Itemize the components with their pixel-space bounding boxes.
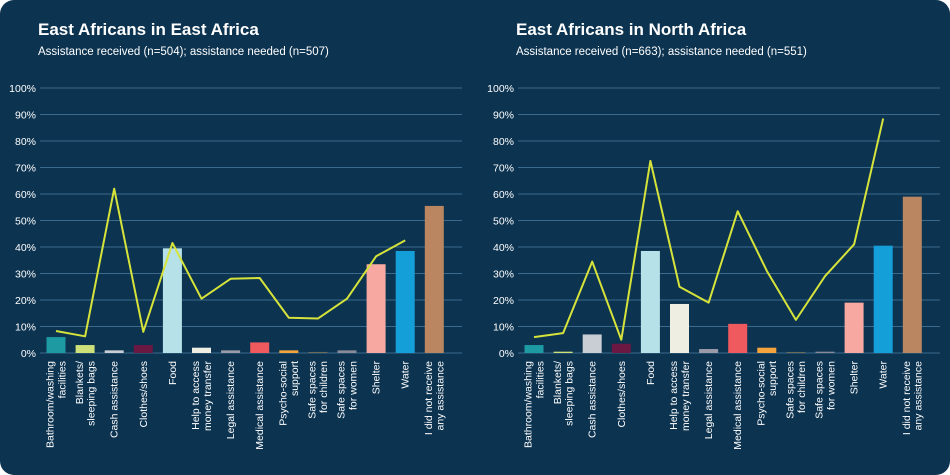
bar-received xyxy=(553,351,573,353)
bar-received xyxy=(670,303,689,353)
x-tick-label: Blankets/sleeping bags xyxy=(74,361,98,426)
x-tick-label: Safe spacesfor women xyxy=(814,361,838,419)
bar-received xyxy=(424,205,444,353)
x-tick-label: Shelter xyxy=(849,361,861,395)
y-tick-label: 30% xyxy=(493,269,514,281)
x-tick-label: Medical assistance xyxy=(254,361,266,450)
bar-received xyxy=(844,302,864,353)
x-tick-label: Legal assistance xyxy=(225,361,237,439)
x-tick-label: Clothes/shoes xyxy=(616,361,628,428)
bar-received xyxy=(46,337,66,353)
bar-received xyxy=(395,250,415,353)
x-tick-label: Medical assistance xyxy=(732,361,744,450)
bar-received xyxy=(250,342,270,353)
y-tick-label: 80% xyxy=(493,136,514,148)
x-tick-label: Clothes/shoes xyxy=(138,361,150,428)
y-tick-label: 90% xyxy=(15,110,36,122)
chart-title: East Africans in East Africa xyxy=(38,20,259,39)
bar-received xyxy=(308,351,328,353)
y-tick-label: 70% xyxy=(493,163,514,175)
bar-received xyxy=(699,349,719,353)
y-tick-label: 40% xyxy=(493,242,514,254)
y-tick-label: 10% xyxy=(15,322,36,334)
chart-title: East Africans in North Africa xyxy=(516,20,747,39)
y-tick-label: 20% xyxy=(15,295,36,307)
x-tick-label: Bathroom/washingfacilities xyxy=(45,361,69,448)
chart-panel-north-africa: East Africans in North Africa Assistance… xyxy=(478,0,950,475)
x-tick-label: Food xyxy=(167,361,179,385)
y-tick-label: 100% xyxy=(9,83,36,95)
y-tick-label: 20% xyxy=(493,295,514,307)
x-tick-label: Help to accessmoney transfer xyxy=(190,360,214,431)
bar-received xyxy=(104,350,124,353)
bar-received xyxy=(192,347,211,353)
y-tick-label: 30% xyxy=(15,269,36,281)
chart-plot: 0% 10% 20% 30% 40% 50% 60% 70% 80% 90% 100% Bathroo… xyxy=(9,83,462,450)
x-tick-label: Blankets/sleeping bags xyxy=(552,361,576,426)
y-tick-label: 60% xyxy=(15,189,36,201)
bar-received xyxy=(337,350,357,353)
chart-panel-east-africa: East Africans in East Africa Assistance … xyxy=(9,20,462,450)
x-tick-label: I did not receiveany assistance xyxy=(423,361,447,435)
y-tick-label: 50% xyxy=(15,216,36,228)
y-tick-label: 70% xyxy=(15,163,36,175)
bar-received xyxy=(611,343,631,353)
x-tick-label: I did not receiveany assistance xyxy=(901,361,925,435)
x-tick-label: Bathroom/washingfacilities xyxy=(523,361,547,448)
x-tick-label: Cash assistance xyxy=(587,361,599,438)
y-tick-label: 50% xyxy=(493,216,514,228)
bar-received xyxy=(873,245,893,353)
bar-received xyxy=(815,351,835,353)
chart-subtitle: Assistance received (n=504); assistance … xyxy=(38,46,329,58)
bar-received xyxy=(757,347,777,353)
bar-received xyxy=(279,350,299,353)
y-tick-label: 80% xyxy=(15,136,36,148)
line-needed xyxy=(533,118,885,341)
x-tick-label: Safe spacesfor children xyxy=(307,361,331,419)
x-tick-label: Cash assistance xyxy=(109,361,121,438)
bar-received xyxy=(75,345,95,353)
y-tick-label: 40% xyxy=(15,242,36,254)
bar-received xyxy=(162,248,182,353)
bar-received xyxy=(366,264,386,353)
bar-received xyxy=(728,323,748,353)
x-tick-label: Psycho-socialsupport xyxy=(756,361,780,426)
chart-plot: 0% 10% 20% 30% 40% 50% 60% 70% 80% 90% 100% Bathroo… xyxy=(487,83,940,450)
y-tick-label: 100% xyxy=(487,83,514,95)
x-tick-label: Safe spacesfor children xyxy=(785,361,809,419)
y-tick-label: 60% xyxy=(493,189,514,201)
line-needed xyxy=(55,187,406,338)
y-tick-label: 90% xyxy=(493,110,514,122)
bar-received xyxy=(786,351,806,353)
bar-received xyxy=(902,196,922,353)
x-tick-label: Food xyxy=(645,361,657,385)
bar-received xyxy=(640,250,660,353)
bar-received xyxy=(221,350,241,353)
y-tick-label: 10% xyxy=(493,322,514,334)
x-tick-label: Psycho-socialsupport xyxy=(278,361,302,426)
x-tick-label: Safe spacesfor women xyxy=(336,361,360,419)
y-tick-label: 0% xyxy=(499,348,514,360)
y-tick-label: 0% xyxy=(21,348,36,360)
x-tick-label: Water xyxy=(878,361,890,389)
x-tick-label: Legal assistance xyxy=(703,361,715,439)
bar-received xyxy=(133,345,153,353)
chart-subtitle: Assistance received (n=663); assistance … xyxy=(516,46,807,58)
x-tick-label: Water xyxy=(400,361,412,389)
bar-received xyxy=(582,334,602,353)
bar-received xyxy=(524,345,544,353)
x-tick-label: Help to accessmoney transfer xyxy=(668,360,692,431)
x-tick-label: Shelter xyxy=(371,361,383,395)
